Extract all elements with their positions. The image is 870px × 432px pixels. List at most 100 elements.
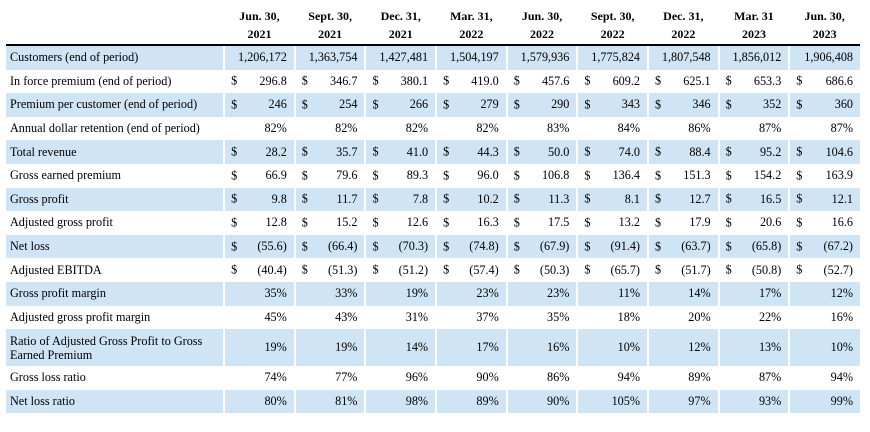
currency-symbol: $: [231, 144, 238, 159]
value-cell: 105%: [576, 389, 648, 414]
value-cell: $12.6: [364, 211, 437, 235]
value-cell: 16%: [788, 305, 860, 330]
value-cell: 81%: [293, 389, 366, 414]
cell-value: 14%: [688, 286, 711, 301]
value-cell: 17%: [435, 329, 507, 367]
value-cell: $ (51.7): [647, 258, 719, 282]
currency-symbol: $: [584, 73, 591, 88]
currency-symbol: $: [443, 168, 450, 183]
table-row: Gross earned premium $66.9 $79.6 $89.3 $96.0…: [6, 163, 860, 188]
currency-symbol: $: [655, 168, 662, 183]
value-cell: $ (57.4): [435, 258, 507, 282]
value-cell: $74.0: [576, 140, 648, 164]
value-cell: $13.2: [576, 211, 648, 235]
cell-value: 16.5: [759, 191, 782, 206]
value-cell: $ (74.8): [435, 234, 507, 259]
cell-value: (51.2): [398, 262, 429, 277]
value-cell: $44.3: [435, 140, 507, 164]
cell-value: 266: [409, 97, 429, 112]
value-cell: $ (65.8): [717, 234, 790, 259]
value-cell: 99%: [788, 389, 860, 414]
value-cell: $ (70.3): [364, 234, 437, 259]
row-label: Annual dollar retention (end of period): [10, 121, 200, 136]
cell-value: 87%: [758, 370, 782, 385]
value-cell: $16.5: [717, 187, 790, 212]
year-header: 2021: [294, 25, 366, 46]
value-cell: 89%: [435, 389, 507, 414]
value-cell: 37%: [435, 305, 507, 330]
period-header: Mar. 31,: [450, 9, 493, 23]
value-cell: 74%: [223, 366, 295, 390]
cell-value: 50.0: [548, 144, 570, 159]
year-header: 2021: [224, 25, 295, 46]
cell-value: 11.7: [336, 191, 358, 206]
cell-value: 86%: [547, 370, 570, 385]
currency-symbol: $: [301, 191, 308, 206]
cell-value: (50.8): [751, 262, 782, 277]
cell-value: 360: [834, 97, 853, 112]
currency-symbol: $: [301, 168, 308, 183]
table-row: Adjusted EBITDA $ (40.4) $ (51.3) $ (51.2) $ (57…: [6, 258, 860, 282]
table-row: Net loss ratio 80% 81% 98% 89% 90% 105% 97% 93% 9…: [6, 389, 860, 414]
value-cell: $ (66.4): [293, 234, 366, 259]
value-cell: $360: [788, 93, 860, 117]
cell-value: 8.1: [624, 191, 640, 206]
currency-symbol: $: [796, 215, 803, 230]
currency-symbol: $: [231, 73, 238, 88]
cell-value: 1,856,012: [732, 50, 782, 65]
currency-symbol: $: [725, 215, 732, 230]
cell-value: 686.6: [825, 73, 853, 88]
table-row: Ratio of Adjusted Gross Profit to Gross …: [6, 329, 860, 367]
cell-value: 66.9: [265, 168, 287, 183]
row-label: Gross loss ratio: [10, 370, 86, 385]
value-cell: 1,504,197: [435, 45, 507, 70]
value-cell: $16.3: [435, 211, 507, 235]
cell-value: (55.6): [257, 239, 287, 254]
value-cell: 12%: [788, 281, 860, 306]
value-cell: 94%: [576, 366, 648, 390]
currency-symbol: $: [443, 73, 450, 88]
value-cell: $11.7: [293, 187, 366, 212]
value-cell: 22%: [717, 305, 790, 330]
currency-symbol: $: [513, 168, 520, 183]
cell-value: 10%: [830, 340, 853, 355]
cell-value: 136.4: [612, 168, 640, 183]
value-cell: 77%: [293, 366, 366, 390]
currency-symbol: $: [725, 191, 732, 206]
value-cell: 87%: [717, 366, 790, 390]
cell-value: (65.8): [751, 239, 782, 254]
cell-value: 1,363,754: [308, 50, 358, 65]
value-cell: 19%: [293, 329, 366, 367]
value-cell: $12.1: [788, 187, 860, 212]
currency-symbol: $: [725, 168, 732, 183]
cell-value: 246: [268, 97, 287, 112]
value-cell: $ (50.8): [717, 258, 790, 282]
cell-value: 419.0: [471, 73, 499, 88]
cell-value: (40.4): [257, 262, 287, 277]
currency-symbol: $: [725, 73, 732, 88]
currency-symbol: $: [231, 239, 238, 254]
cell-value: 12.7: [689, 191, 711, 206]
value-cell: $686.6: [788, 69, 860, 94]
value-cell: 10%: [576, 329, 648, 367]
cell-value: 90%: [547, 394, 570, 409]
period-header: Sept. 30,: [308, 9, 352, 23]
cell-value: 20.6: [759, 215, 782, 230]
value-cell: $41.0: [364, 140, 437, 164]
cell-value: 1,775,824: [591, 50, 640, 65]
cell-value: 81%: [335, 394, 358, 409]
currency-symbol: $: [655, 144, 662, 159]
cell-value: 16%: [830, 309, 853, 324]
value-cell: $12.7: [647, 187, 719, 212]
value-cell: $296.8: [223, 69, 295, 94]
cell-value: 99%: [830, 394, 853, 409]
currency-symbol: $: [513, 73, 520, 88]
currency-symbol: $: [443, 262, 450, 277]
currency-symbol: $: [796, 262, 803, 277]
year-header: 2022: [436, 25, 507, 46]
cell-value: 13%: [758, 340, 782, 355]
value-cell: $106.8: [505, 163, 578, 188]
year-header: 2023: [789, 25, 860, 46]
value-cell: $11.3: [505, 187, 578, 212]
cell-value: 16.6: [831, 215, 853, 230]
